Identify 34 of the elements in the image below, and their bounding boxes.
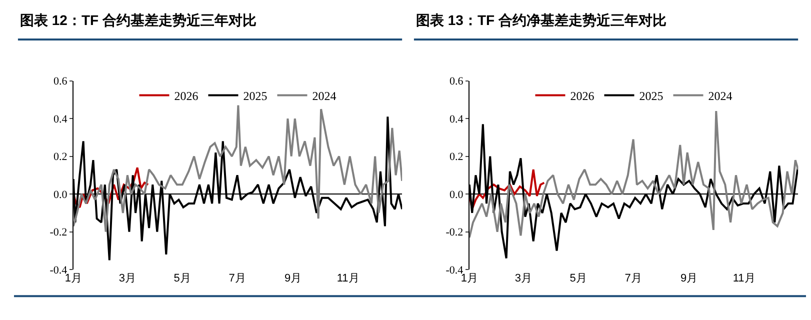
y-tick-label: -0.2: [446, 226, 464, 239]
legend-label: 2025: [639, 88, 664, 103]
x-tick-label: 9月: [680, 272, 698, 285]
x-tick-label: 9月: [284, 272, 302, 285]
y-tick-label: 0.6: [53, 76, 68, 88]
x-tick-label: 7月: [624, 272, 642, 285]
y-tick-label: 0.0: [449, 188, 464, 201]
x-tick-label: 1月: [460, 272, 478, 285]
legend-label: 2024: [708, 88, 732, 103]
legend-label: 2026: [570, 88, 594, 103]
line-series: [73, 166, 150, 208]
y-tick-label: 0.2: [53, 151, 68, 164]
y-tick-label: 0.6: [449, 76, 464, 88]
y-tick-label: 0.0: [53, 188, 68, 201]
line-series: [469, 110, 798, 238]
x-tick-label: 7月: [228, 272, 246, 285]
x-tick-label: 3月: [118, 272, 136, 285]
x-tick-label: 5月: [570, 272, 587, 285]
line-series: [73, 104, 402, 233]
x-tick-label: 11月: [336, 272, 360, 285]
line-series: [469, 168, 546, 210]
legend-label: 2024: [312, 88, 336, 103]
y-tick-label: 0.4: [449, 113, 464, 126]
x-tick-label: 1月: [64, 272, 82, 285]
legend-label: 2026: [174, 88, 198, 103]
y-tick-label: 0.4: [53, 113, 68, 126]
chart-title: 图表 12：TF 合约基差走势近三年对比: [20, 12, 256, 28]
y-tick-label: -0.2: [50, 226, 68, 239]
x-tick-label: 3月: [514, 272, 532, 285]
x-tick-label: 5月: [174, 272, 191, 285]
y-tick-label: 0.2: [449, 151, 464, 164]
legend-label: 2025: [243, 88, 268, 103]
chart-title: 图表 13：TF 合约净基差走势近三年对比: [416, 12, 666, 28]
x-tick-label: 11月: [732, 272, 756, 285]
